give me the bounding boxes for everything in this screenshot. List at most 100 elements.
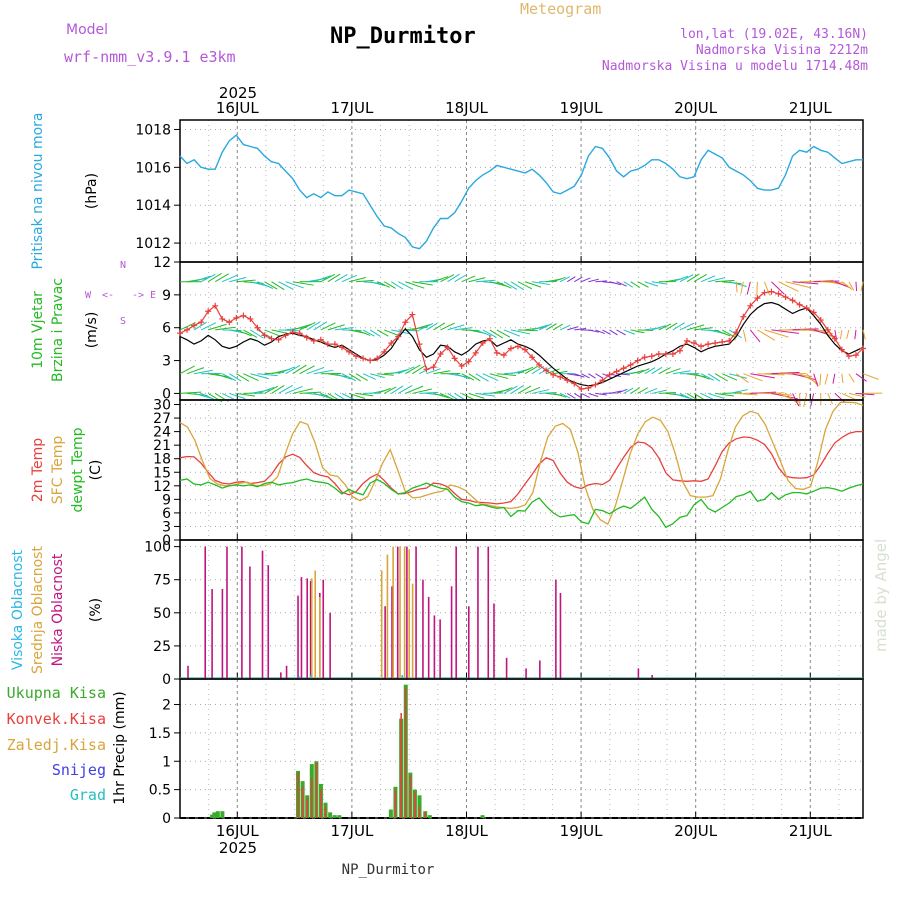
xtick-label-top: 21JUL <box>789 99 832 117</box>
ytick-label: 21 <box>153 438 171 454</box>
wind-arrow <box>257 373 278 377</box>
wind-arrow <box>700 275 716 283</box>
gust-marker <box>733 329 740 336</box>
wind-arrow <box>355 329 371 336</box>
wind-arrow <box>306 366 325 375</box>
model-name: wrf-nmm_v3.9.1 e3km <box>64 48 236 66</box>
gust-marker <box>402 319 409 326</box>
precip-conv-bar <box>310 778 313 818</box>
ylabel-cloud-low: Niska Oblacnost <box>50 553 66 666</box>
ytick-label: 0.5 <box>149 783 171 799</box>
gust-marker <box>803 305 810 311</box>
precip-total-bar <box>215 811 220 818</box>
wind-arrow <box>369 329 381 337</box>
lonlat-label: lon,lat (19.02E, 43.16N) <box>680 27 868 42</box>
model-label: Model <box>66 22 108 38</box>
wind-arrow <box>229 373 242 382</box>
wind-arrow <box>334 327 354 331</box>
wind-arrow <box>792 281 819 285</box>
wind-arrow <box>193 321 207 331</box>
gust-marker <box>451 355 458 362</box>
wind-arrow <box>595 329 605 335</box>
gust-marker <box>479 340 486 347</box>
wind-arrow <box>567 373 580 377</box>
ytick-label: 1016 <box>135 160 171 176</box>
wind-arrow <box>735 373 749 383</box>
wind-arrow <box>200 273 216 283</box>
wind-arrow <box>193 369 213 375</box>
precip-conv-bar <box>306 798 309 818</box>
wind-arrow <box>771 371 800 375</box>
wind-arrow <box>595 280 608 283</box>
wind-arrow <box>433 392 450 399</box>
wind-arrow <box>348 392 365 399</box>
wind-arrow <box>742 329 747 342</box>
wind-arrow <box>236 279 256 283</box>
gust-marker <box>543 367 550 374</box>
gust-marker <box>388 340 395 347</box>
wind-arrow <box>778 281 799 292</box>
precip-total-bar <box>328 812 333 818</box>
wind-arrow <box>581 373 590 379</box>
legend-3: Snijeg <box>52 761 106 779</box>
wind-arrow <box>229 276 247 283</box>
wind-arrow <box>792 373 816 381</box>
gust-marker <box>310 337 317 344</box>
wind-arrow <box>503 281 518 290</box>
gust-marker <box>437 351 444 357</box>
wind-arrow <box>729 281 747 287</box>
precip-conv-bar <box>404 687 407 818</box>
wind-arrow <box>665 322 678 331</box>
wind-arrow <box>553 370 568 375</box>
xtick-label-bottom: 18JUL <box>445 822 488 840</box>
ylabel-dewpt: dewpt Temp <box>70 427 86 512</box>
wind-arrow <box>334 373 352 380</box>
gust-marker <box>275 336 282 343</box>
wind-arrow <box>700 392 715 401</box>
wind-arrow <box>376 281 390 288</box>
wind-arrow <box>588 373 596 379</box>
wind-arrow <box>517 366 534 375</box>
gust-marker <box>331 341 338 348</box>
wind-arrow <box>729 389 748 394</box>
wind-arrow <box>405 385 424 394</box>
subtitle: Meteogram <box>520 0 601 18</box>
wind-arrow <box>271 281 285 291</box>
wind-arrow <box>679 392 695 401</box>
gust-marker <box>507 345 514 352</box>
wind-arrow <box>390 385 404 394</box>
wind-arrow <box>609 329 618 336</box>
wind-arrow <box>348 373 362 382</box>
ytick-label: 12 <box>153 255 171 271</box>
precip-conv-bar <box>409 775 412 818</box>
precip-total-bar <box>220 811 225 818</box>
wind-arrow <box>827 393 833 405</box>
wind-arrow <box>686 324 705 331</box>
gust-marker <box>374 355 381 362</box>
wind-arrow <box>214 273 229 283</box>
wind-arrow <box>384 329 399 336</box>
gust-marker <box>719 338 726 345</box>
wind-arrow <box>243 373 259 381</box>
precip-total-bar <box>210 814 215 818</box>
wind-arrow <box>313 321 328 331</box>
wind-arrow <box>792 328 819 331</box>
gust-marker <box>726 337 733 344</box>
wind-arrow <box>496 387 513 394</box>
ytick-label: 3 <box>162 354 171 370</box>
gust-marker <box>641 354 648 361</box>
wind-arrow <box>250 329 264 339</box>
wind-arrow <box>369 281 385 287</box>
wind-arrow <box>658 367 671 375</box>
compass-arrow-right: -> <box>132 290 144 301</box>
gust-marker <box>219 315 226 322</box>
gust-marker <box>430 364 437 371</box>
ytick-label: 27 <box>153 411 171 427</box>
wind-arrow <box>630 387 641 394</box>
gust-marker <box>775 290 782 297</box>
wind-arrow <box>841 392 856 401</box>
xtick-label-bottom: 17JUL <box>330 822 373 840</box>
gust-marker <box>817 317 824 324</box>
wind-arrow <box>517 385 532 394</box>
wind-arrow <box>524 386 541 394</box>
